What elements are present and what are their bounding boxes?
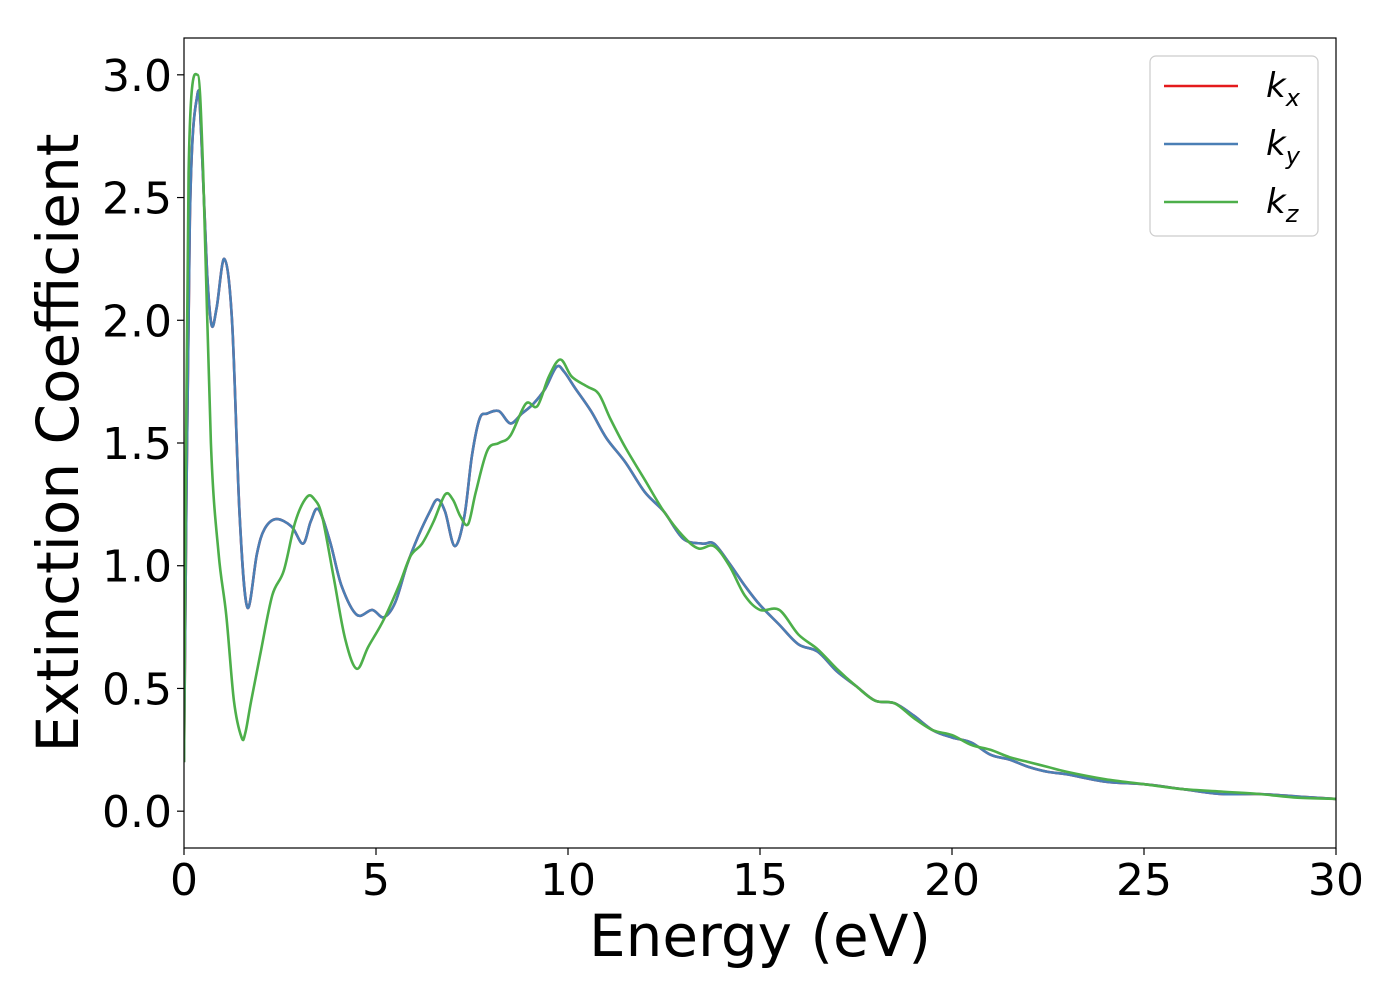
legend-box [1149,55,1319,237]
series-line-z [184,72,1336,801]
y-axis-label: Extinction Coefficient [24,134,92,753]
x-tick-label: 10 [540,855,596,906]
x-tick-label: 15 [732,855,788,906]
y-tick-label: 0.0 [102,787,172,838]
x-tick-label: 5 [362,855,390,906]
y-tick-label: 3.0 [102,51,172,102]
x-tick-label: 30 [1308,855,1364,906]
x-axis-label: Energy (eV) [589,902,931,970]
x-tick-label: 20 [924,855,980,906]
x-tick-label: 25 [1116,855,1172,906]
legend-label-y: ky [1266,124,1301,170]
legend-label-z: kz [1266,182,1300,228]
y-axis-ticks: 0.0 0.5 1.0 1.5 2.0 2.5 3.0 [102,51,184,838]
y-tick-label: 1.5 [102,419,172,470]
legend-label-x: kx [1266,66,1301,112]
y-tick-label: 0.5 [102,664,172,715]
y-tick-label: 1.0 [102,542,172,593]
x-tick-label: 0 [170,855,198,906]
y-tick-label: 2.5 [102,174,172,225]
x-axis-ticks: 0 5 10 15 20 25 30 [170,848,1364,906]
legend: kx ky kz [1149,55,1319,237]
plot-lines [184,72,1336,801]
y-tick-label: 2.0 [102,296,172,347]
